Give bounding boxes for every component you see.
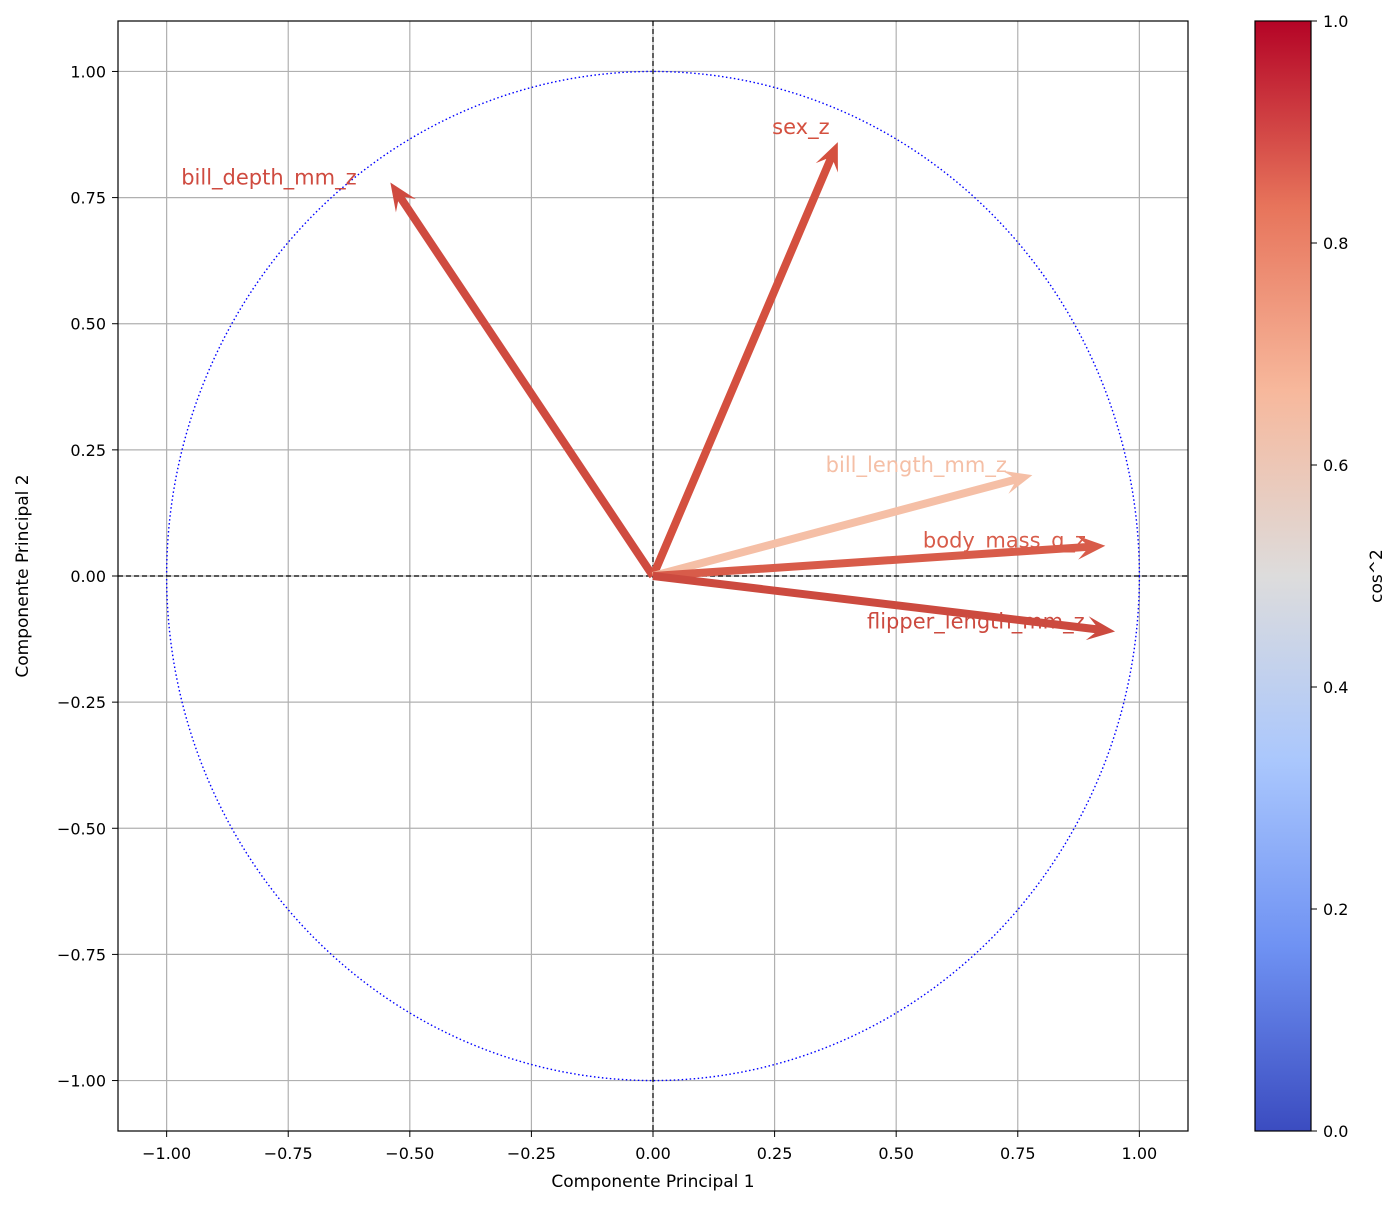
y-tick-label-0: −1.00 (57, 1072, 106, 1091)
axis-ticks: −1.00 −0.75 −0.50 −0.25 0.00 0.25 0.50 0.75 1.00… (57, 62, 1157, 1163)
x-tick-label-3: −0.25 (507, 1144, 556, 1163)
x-tick-label-8: 1.00 (1122, 1144, 1158, 1163)
x-tick-label-5: 0.25 (757, 1144, 793, 1163)
colorbar-ticks: 0.0 0.2 0.4 0.6 0.8 1.0 (1311, 12, 1348, 1141)
vector-label-body_mass_g_z: body_mass_g_z (923, 529, 1086, 554)
colorbar: 0.0 0.2 0.4 0.6 0.8 1.0 cos^2 (1254, 12, 1387, 1141)
colorbar-tick-label-1: 0.2 (1323, 900, 1348, 919)
vector-arrow-body_mass_g_z (652, 535, 1106, 580)
plot-area: bill_depth_mm_z sex_z bill_length_mm_zbody… (118, 21, 1188, 1131)
x-tick-label-0: −1.00 (142, 1144, 191, 1163)
y-tick-label-6: 0.50 (70, 315, 106, 334)
vector-arrow-flipper_length_mm_z (652, 572, 1116, 641)
vector-label-bill_depth_mm_z: bill_depth_mm_z (181, 165, 356, 190)
y-tick-label-1: −0.75 (57, 945, 106, 964)
colorbar-label: cos^2 (1367, 549, 1387, 603)
vector-label-bill_length_mm_z: bill_length_mm_z (826, 453, 1007, 478)
colorbar-gradient (1254, 20, 1312, 1132)
y-tick-label-2: −0.50 (57, 819, 106, 838)
vector-label-sex_z: sex_z (772, 115, 829, 140)
y-tick-label-7: 0.75 (70, 189, 106, 208)
x-tick-label-7: 0.75 (1000, 1144, 1036, 1163)
vector-arrow-sex_z (649, 142, 838, 578)
vector-arrow-bill_depth_mm_z (390, 182, 657, 579)
colorbar-tick-label-4: 0.8 (1323, 234, 1348, 253)
colorbar-tick-label-5: 1.0 (1323, 12, 1348, 31)
x-axis-label: Componente Principal 1 (551, 1172, 754, 1192)
vector-arrow-bill_length_mm_z (651, 470, 1033, 580)
x-tick-label-1: −0.75 (264, 1144, 313, 1163)
colorbar-tick-label-0: 0.0 (1323, 1122, 1348, 1141)
x-tick-label-2: −0.50 (385, 1144, 434, 1163)
y-tick-label-8: 1.00 (70, 62, 106, 81)
y-tick-label-3: −0.25 (57, 693, 106, 712)
vector-label-flipper_length_mm_z: flipper_length_mm_z (867, 609, 1085, 634)
y-tick-label-4: 0.00 (70, 567, 106, 586)
y-tick-label-5: 0.25 (70, 441, 106, 460)
colorbar-tick-label-2: 0.4 (1323, 678, 1348, 697)
x-tick-label-6: 0.50 (878, 1144, 914, 1163)
x-tick-label-4: 0.00 (635, 1144, 671, 1163)
y-axis-label: Componente Principal 2 (13, 474, 33, 677)
colorbar-tick-label-3: 0.6 (1323, 456, 1348, 475)
